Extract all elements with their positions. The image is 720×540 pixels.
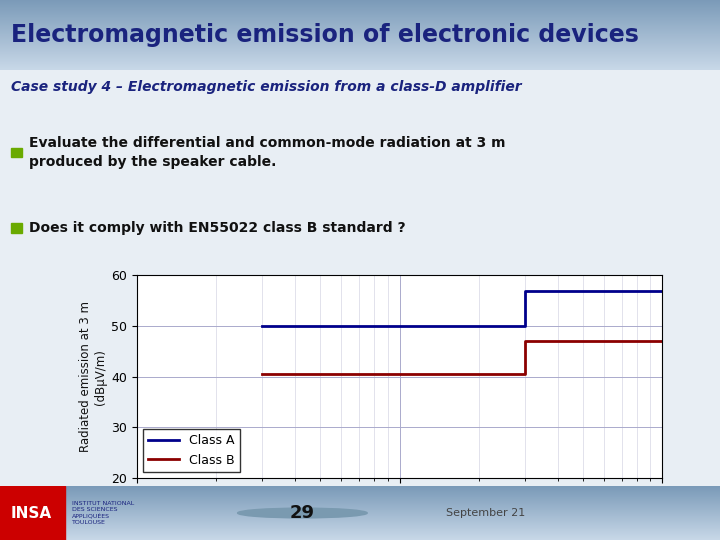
Bar	[0, 486, 65, 540]
Class A	[258, 323, 266, 329]
Y-axis label: Radiated emission at 3 m
(dBμV/m): Radiated emission at 3 m (dBμV/m)	[79, 301, 107, 452]
Class B	[258, 371, 266, 377]
Text: INSA: INSA	[11, 505, 52, 521]
Text: Electromagnetic emission of electronic devices: Electromagnetic emission of electronic d…	[11, 23, 639, 47]
Class A	[521, 323, 529, 329]
Class A	[658, 287, 667, 294]
Text: Evaluate the differential and common-mode radiation at 3 m
produced by the speak: Evaluate the differential and common-mod…	[29, 136, 505, 169]
Bar	[11, 224, 22, 233]
Text: September 21: September 21	[446, 508, 526, 518]
Class B	[521, 338, 529, 345]
Line: Class B: Class B	[262, 341, 662, 374]
Text: Does it comply with EN55022 class B standard ?: Does it comply with EN55022 class B stan…	[29, 221, 405, 235]
Legend: Class A, Class B: Class A, Class B	[143, 429, 240, 471]
Text: INSTITUT NATIONAL
DES SCIENCES
APPLIQUÉES
TOULOUSE: INSTITUT NATIONAL DES SCIENCES APPLIQUÉE…	[72, 502, 134, 524]
Text: 29: 29	[290, 504, 315, 522]
Class B	[658, 338, 667, 345]
Class B	[521, 371, 529, 377]
Circle shape	[238, 508, 367, 518]
Line: Class A: Class A	[262, 291, 662, 326]
X-axis label: Frequency (MHz): Frequency (MHz)	[333, 506, 466, 520]
Text: Case study 4 – Electromagnetic emission from a class-D amplifier: Case study 4 – Electromagnetic emission …	[11, 80, 521, 94]
Class A	[521, 287, 529, 294]
Bar	[11, 148, 22, 157]
